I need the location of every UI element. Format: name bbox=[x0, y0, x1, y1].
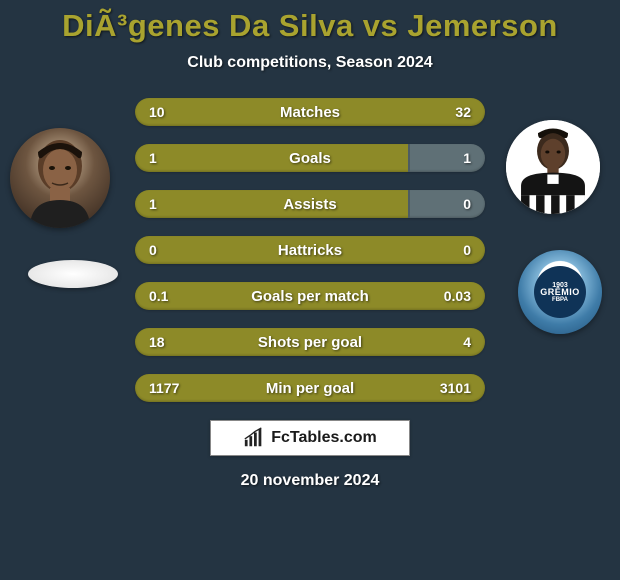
team-right-crest: 1903 GRÊMIO FBPA bbox=[518, 250, 602, 334]
stat-row: 1 Goals 1 bbox=[135, 144, 485, 172]
stat-right-value: 32 bbox=[455, 104, 471, 120]
stat-label: Hattricks bbox=[278, 242, 342, 259]
footer-date: 20 november 2024 bbox=[0, 472, 620, 490]
team-left-badge bbox=[28, 260, 118, 288]
site-badge: FcTables.com bbox=[210, 420, 410, 456]
stat-left-value: 1177 bbox=[149, 380, 179, 396]
chart-icon bbox=[243, 427, 265, 449]
stat-row: 10 Matches 32 bbox=[135, 98, 485, 126]
player-right-avatar bbox=[506, 120, 600, 214]
stat-row: 18 Shots per goal 4 bbox=[135, 328, 485, 356]
stat-label: Min per goal bbox=[266, 380, 354, 397]
stat-right-value: 0 bbox=[463, 196, 471, 212]
stat-left-value: 0 bbox=[149, 242, 157, 258]
stat-divider bbox=[408, 190, 410, 218]
stat-left-value: 1 bbox=[149, 196, 157, 212]
stat-left-value: 18 bbox=[149, 334, 165, 350]
crest-name: GRÊMIO bbox=[540, 287, 580, 297]
stat-right-value: 4 bbox=[463, 334, 471, 350]
stat-label: Shots per goal bbox=[258, 334, 362, 351]
stat-row: 1 Assists 0 bbox=[135, 190, 485, 218]
stat-label: Assists bbox=[283, 196, 336, 213]
stat-left-value: 1 bbox=[149, 150, 157, 166]
brand-label: FcTables.com bbox=[271, 429, 377, 447]
stat-label: Goals bbox=[289, 150, 331, 167]
stat-left-value: 10 bbox=[149, 104, 165, 120]
page-subtitle: Club competitions, Season 2024 bbox=[0, 54, 620, 72]
stat-right-value: 1 bbox=[463, 150, 471, 166]
stat-right-value: 0.03 bbox=[444, 288, 471, 304]
stat-right-value: 0 bbox=[463, 242, 471, 258]
stats-container: 10 Matches 32 1 Goals 1 1 Assists 0 0 Hattricks 0 0.… bbox=[135, 98, 485, 402]
stat-row: 1177 Min per goal 3101 bbox=[135, 374, 485, 402]
comparison-infographic: DiÃ³genes Da Silva vs Jemerson Club comp… bbox=[0, 0, 620, 580]
player-left-avatar bbox=[10, 128, 110, 228]
stat-right-value: 3101 bbox=[440, 380, 471, 396]
stat-divider bbox=[408, 144, 410, 172]
page-title: DiÃ³genes Da Silva vs Jemerson bbox=[0, 8, 620, 44]
stat-row: 0.1 Goals per match 0.03 bbox=[135, 282, 485, 310]
stat-label: Matches bbox=[280, 104, 340, 121]
stat-row: 0 Hattricks 0 bbox=[135, 236, 485, 264]
stat-label: Goals per match bbox=[251, 288, 369, 305]
stat-left-value: 0.1 bbox=[149, 288, 168, 304]
crest-sub: FBPA bbox=[552, 297, 568, 303]
